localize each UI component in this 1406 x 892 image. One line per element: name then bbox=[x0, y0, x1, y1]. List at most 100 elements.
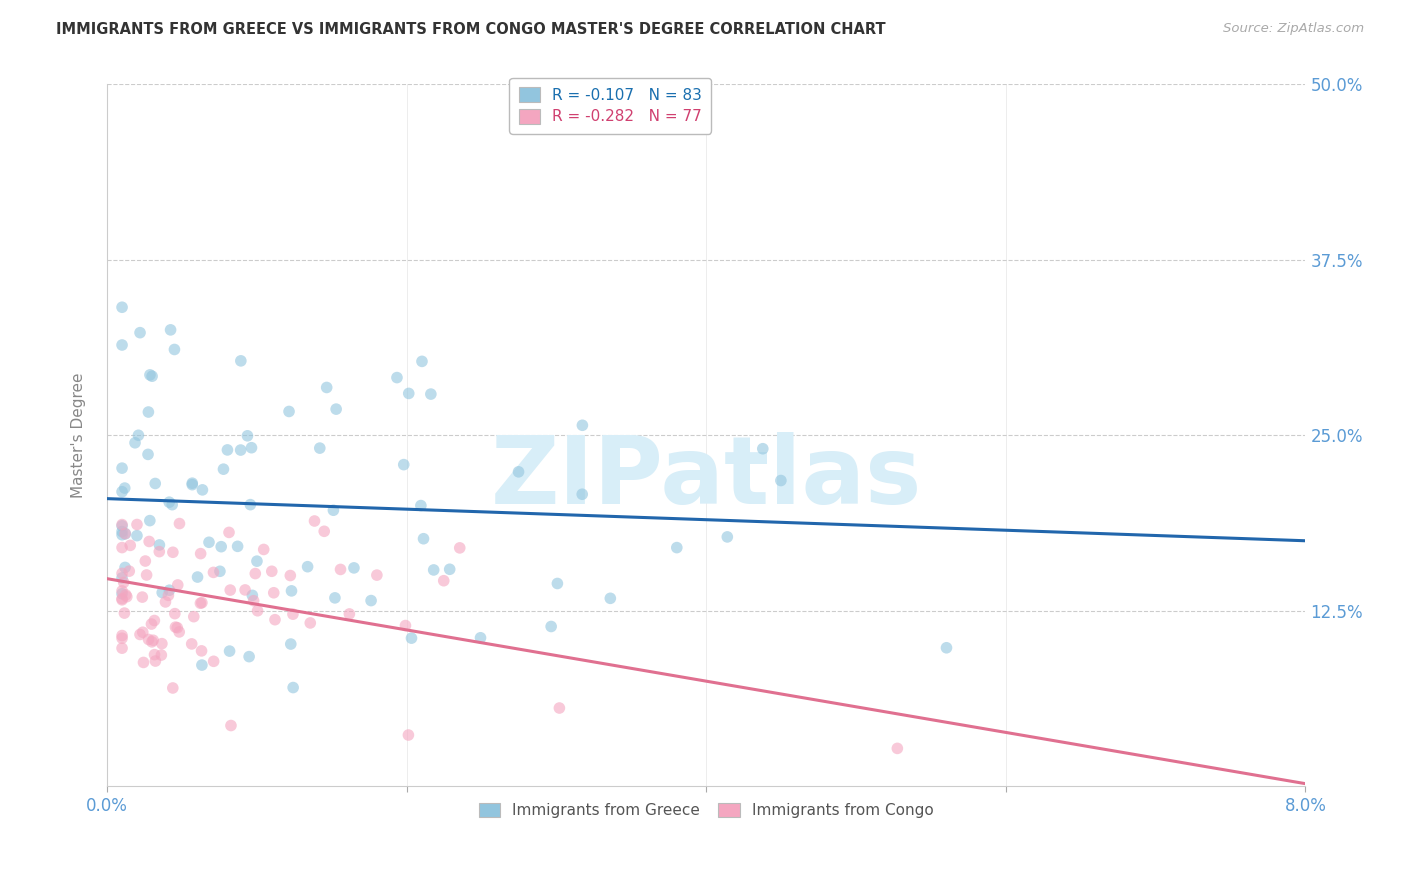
Point bbox=[111, 566, 134, 581]
Point bbox=[508, 465, 530, 479]
Point bbox=[166, 621, 188, 635]
Point bbox=[439, 562, 461, 576]
Point bbox=[240, 441, 263, 455]
Point bbox=[548, 701, 571, 715]
Point bbox=[599, 591, 621, 606]
Point bbox=[114, 588, 136, 602]
Point bbox=[409, 499, 432, 513]
Point bbox=[246, 554, 269, 568]
Point bbox=[392, 458, 415, 472]
Point bbox=[148, 544, 170, 558]
Point bbox=[281, 607, 304, 622]
Point bbox=[134, 554, 156, 568]
Point bbox=[233, 582, 256, 597]
Point bbox=[665, 541, 688, 555]
Point bbox=[278, 568, 301, 582]
Point bbox=[396, 728, 419, 742]
Point bbox=[141, 369, 163, 384]
Point bbox=[229, 443, 252, 458]
Point bbox=[111, 592, 134, 607]
Point bbox=[394, 618, 416, 632]
Point bbox=[360, 593, 382, 607]
Point bbox=[366, 568, 388, 582]
Point bbox=[111, 517, 134, 532]
Point bbox=[422, 563, 444, 577]
Point bbox=[419, 387, 441, 401]
Point bbox=[314, 524, 336, 539]
Point bbox=[150, 637, 173, 651]
Point bbox=[191, 483, 214, 497]
Point bbox=[127, 428, 149, 442]
Point bbox=[337, 607, 360, 621]
Point bbox=[935, 640, 957, 655]
Point bbox=[191, 596, 214, 610]
Point bbox=[183, 609, 205, 624]
Point bbox=[401, 631, 423, 645]
Point bbox=[142, 633, 165, 648]
Point bbox=[304, 514, 326, 528]
Point bbox=[111, 583, 134, 598]
Point bbox=[752, 442, 775, 456]
Point bbox=[111, 519, 134, 533]
Point bbox=[162, 681, 184, 695]
Point bbox=[186, 570, 208, 584]
Point bbox=[135, 568, 157, 582]
Point bbox=[131, 590, 153, 604]
Point bbox=[162, 545, 184, 559]
Point bbox=[226, 539, 249, 553]
Point bbox=[240, 588, 263, 602]
Point bbox=[138, 405, 160, 419]
Point bbox=[571, 418, 593, 433]
Point bbox=[385, 370, 408, 384]
Point bbox=[323, 591, 346, 605]
Point bbox=[236, 429, 259, 443]
Point bbox=[181, 476, 204, 491]
Point bbox=[212, 462, 235, 476]
Point bbox=[129, 326, 152, 340]
Point bbox=[143, 648, 166, 662]
Point bbox=[111, 528, 134, 542]
Point bbox=[546, 576, 568, 591]
Point bbox=[190, 547, 212, 561]
Point bbox=[242, 593, 264, 607]
Point bbox=[114, 481, 136, 495]
Point bbox=[112, 606, 135, 620]
Point bbox=[138, 632, 160, 647]
Point bbox=[111, 591, 134, 606]
Point bbox=[139, 514, 162, 528]
Point bbox=[278, 404, 301, 418]
Point bbox=[166, 578, 188, 592]
Point bbox=[150, 585, 173, 599]
Point bbox=[114, 560, 136, 574]
Point bbox=[208, 564, 231, 578]
Point bbox=[219, 583, 242, 598]
Text: ZIPatlas: ZIPatlas bbox=[491, 432, 922, 524]
Point bbox=[111, 641, 134, 656]
Point bbox=[769, 474, 792, 488]
Point bbox=[253, 542, 276, 557]
Point bbox=[315, 380, 337, 394]
Point bbox=[114, 526, 136, 541]
Point bbox=[329, 562, 352, 576]
Point bbox=[143, 614, 166, 628]
Point bbox=[120, 538, 142, 552]
Point bbox=[181, 477, 204, 491]
Point bbox=[111, 338, 134, 352]
Point bbox=[129, 627, 152, 641]
Point bbox=[139, 368, 162, 382]
Point bbox=[180, 637, 202, 651]
Point bbox=[239, 498, 262, 512]
Point bbox=[470, 631, 492, 645]
Point bbox=[202, 654, 225, 668]
Point bbox=[111, 587, 134, 601]
Point bbox=[112, 575, 135, 590]
Legend: Immigrants from Greece, Immigrants from Congo: Immigrants from Greece, Immigrants from … bbox=[472, 797, 941, 824]
Point bbox=[124, 435, 146, 450]
Point bbox=[571, 487, 593, 501]
Point bbox=[190, 644, 212, 658]
Text: IMMIGRANTS FROM GREECE VS IMMIGRANTS FROM CONGO MASTER'S DEGREE CORRELATION CHAR: IMMIGRANTS FROM GREECE VS IMMIGRANTS FRO… bbox=[56, 22, 886, 37]
Point bbox=[145, 654, 167, 668]
Point bbox=[198, 535, 221, 549]
Point bbox=[143, 476, 166, 491]
Point bbox=[150, 648, 173, 662]
